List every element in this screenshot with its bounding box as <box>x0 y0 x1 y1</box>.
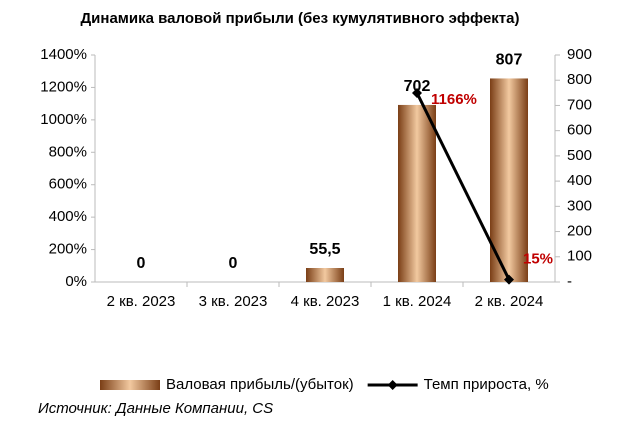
y2-tick-label: 800 <box>567 71 592 88</box>
y-tick-label: 1000% <box>40 111 87 128</box>
legend-label: Темп прироста, % <box>424 376 549 393</box>
bar <box>398 104 436 282</box>
bar <box>306 268 344 282</box>
x-tick-label: 4 кв. 2023 <box>291 293 360 310</box>
line-marker <box>504 274 514 285</box>
y-tick-label: 0% <box>65 273 87 290</box>
bar-value-label: 55,5 <box>309 241 340 258</box>
y2-tick-label: 900 <box>567 46 592 63</box>
y-tick-label: 200% <box>49 241 87 258</box>
y-tick-label: 800% <box>49 143 87 160</box>
y2-tick-label: - <box>567 273 572 290</box>
x-tick-label: 1 кв. 2024 <box>383 293 452 310</box>
x-tick-label: 3 кв. 2023 <box>199 293 268 310</box>
bar <box>490 78 528 282</box>
line-value-label: 15% <box>523 251 553 268</box>
bar-value-label: 807 <box>496 52 523 69</box>
legend-marker <box>387 380 398 390</box>
y2-tick-label: 600 <box>567 122 592 139</box>
bar-value-label: 702 <box>404 78 431 95</box>
bar-value-label: 0 <box>137 255 146 272</box>
y2-tick-label: 100 <box>567 248 592 265</box>
x-tick-label: 2 кв. 2024 <box>475 293 544 310</box>
legend-label: Валовая прибыль/(убыток) <box>166 376 354 393</box>
line-value-label: 1166% <box>431 91 477 108</box>
chart-title: Динамика валовой прибыли (без кумулятивн… <box>80 10 520 27</box>
line <box>415 92 511 281</box>
y-tick-label: 1200% <box>40 78 87 95</box>
y2-tick-label: 300 <box>567 197 592 214</box>
y-tick-label: 1400% <box>40 46 87 63</box>
legend-swatch <box>100 380 160 390</box>
line-marker <box>412 87 422 98</box>
y-tick-label: 600% <box>49 176 87 193</box>
source-note: Источник: Данные Компании, CS <box>38 400 274 417</box>
y2-tick-label: 700 <box>567 96 592 113</box>
bar-value-label: 0 <box>229 255 238 272</box>
y2-tick-label: 500 <box>567 147 592 164</box>
y-tick-label: 400% <box>49 208 87 225</box>
x-tick-label: 2 кв. 2023 <box>107 293 176 310</box>
y2-tick-label: 200 <box>567 223 592 240</box>
y2-tick-label: 400 <box>567 172 592 189</box>
